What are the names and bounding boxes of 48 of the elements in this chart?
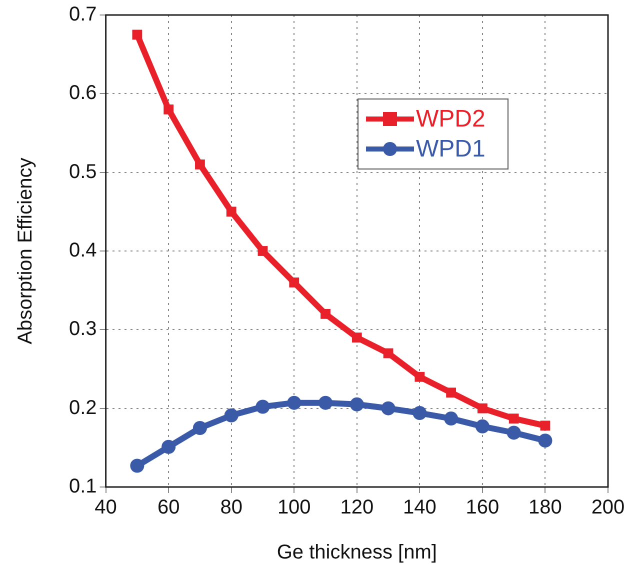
point [258,246,268,256]
x-tick-label: 100 [277,496,311,519]
legend-label: WPD2 [416,106,486,133]
point [289,278,300,288]
point [130,458,144,473]
point [414,372,425,382]
point [162,440,176,454]
x-tick-label: 40 [94,496,117,519]
x-tick-label: 160 [466,496,500,519]
x-tick-label: 80 [220,496,242,519]
point [287,396,302,410]
point [350,397,364,412]
x-tick-label: 200 [591,496,625,519]
point [538,434,552,448]
point [475,419,490,434]
x-tick-label: 140 [402,496,436,519]
y-tick-label: 0.2 [68,396,97,419]
x-tick-label: 60 [157,496,180,519]
point [320,308,330,319]
y-axis-title: Absorption Efficiency [14,158,37,344]
point [412,406,427,420]
y-tick-label: 0.6 [68,82,97,104]
point [352,332,362,342]
point [444,412,458,426]
y-tick-label: 0.7 [68,4,97,26]
y-tick-label: 0.1 [68,476,97,498]
point [226,206,236,217]
legend-label: WPD1 [416,136,486,163]
point [132,30,142,40]
point [506,426,521,440]
point [224,408,238,422]
point [192,421,207,435]
x-tick-label: 120 [340,496,374,519]
point [540,420,550,431]
point [318,396,333,410]
point [478,403,488,414]
point [195,160,205,170]
point [256,400,270,414]
point [381,401,396,416]
point [164,104,174,114]
point [383,348,394,358]
y-tick-label: 0.4 [68,240,97,262]
x-axis-title: Ge thickness [nm] [276,542,437,564]
y-tick-label: 0.5 [68,160,97,183]
point [508,414,519,424]
x-tick-label: 180 [528,496,562,519]
y-tick-label: 0.3 [68,318,97,340]
point [446,388,456,398]
